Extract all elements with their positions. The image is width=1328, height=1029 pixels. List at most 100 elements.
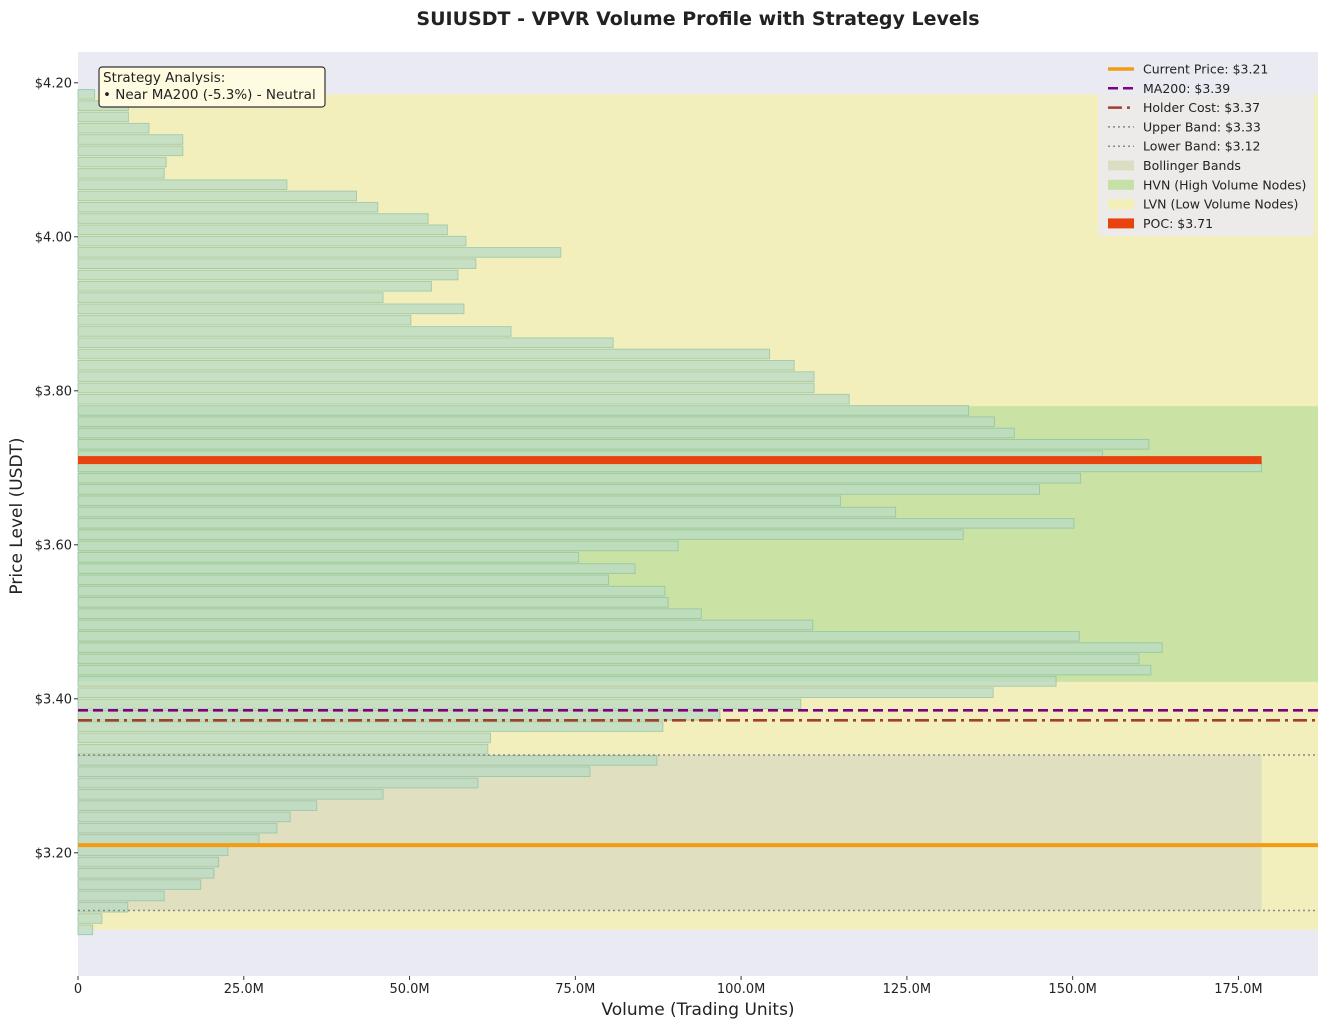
x-tick-label: 125.0M [883,982,931,997]
volume-bar [77,585,666,597]
volume-bar [77,913,103,924]
volume-bar [77,540,679,552]
volume-bar [77,258,477,270]
volume-bar [77,247,562,258]
annotation-title: Strategy Analysis: [103,70,225,86]
volume-bar [77,168,165,179]
volume-bar [77,506,897,518]
volume-bar [77,280,432,292]
volume-bar [77,574,609,586]
x-axis-label: Volume (Trading Units) [601,1000,794,1020]
legend-swatch [1108,179,1134,190]
volume-bar [77,292,384,303]
strategy-annotation-box: Strategy Analysis: • Near MA200 (-5.3%) … [98,66,326,108]
x-axis-ticks: 0 25.0M 50.0M 75.0M 100.0M 125.0M 150.0M 175.0M [74,976,1263,997]
legend-label: MA200: $3.39 [1143,81,1230,96]
volume-bar [77,890,165,902]
volume-bar [77,405,970,416]
legend-label: Current Price: $3.21 [1143,62,1268,77]
volume-bar [77,698,802,710]
volume-bar [77,732,491,744]
annotation-line: • Near MA200 (-5.3%) - Neutral [103,87,316,103]
volume-bar [77,563,636,574]
volume-bar [77,755,658,766]
volume-bar [77,371,815,382]
x-tick-label: 175.0M [1214,982,1262,997]
y-axis-label: Price Level (USDT) [7,437,27,594]
volume-bar [77,868,215,879]
volume-bar [77,416,995,428]
x-tick-label: 150.0M [1048,982,1096,997]
volume-bar [77,901,129,913]
chart-title: SUIUSDT - VPVR Volume Profile with Strat… [416,8,979,30]
volume-bar [77,337,614,349]
volume-bar [77,495,842,507]
volume-bar [77,834,260,845]
volume-bar [77,664,1152,676]
volume-bar [77,653,1140,665]
volume-bar [77,822,278,834]
volume-bar [77,676,1057,687]
volume-bar [77,518,1075,529]
volume-bar [77,709,721,721]
legend-label: Lower Band: $3.12 [1143,139,1260,154]
volume-bar [77,427,1015,439]
volume-bar [77,89,96,100]
legend-swatch [1108,160,1134,171]
volume-bar [77,326,512,337]
volume-bar [77,529,964,540]
volume-bar [77,190,358,202]
volume-bar [77,619,814,631]
legend-label: POC: $3.71 [1143,216,1213,231]
volume-bar [77,382,815,394]
y-axis-ticks: $3.20 $3.40 $3.60 $3.80 $4.00 $4.20 [35,76,78,861]
x-tick-label: 100.0M [717,982,765,997]
legend-swatch [1108,218,1134,229]
volume-bar [77,314,412,326]
volume-bar [77,201,379,213]
poc-bar [78,456,1262,465]
volume-bar [77,687,994,699]
volume-bar [77,359,795,371]
legend-label: Bollinger Bands [1143,158,1241,173]
volume-bar [77,348,771,360]
volume-bar [77,879,202,890]
volume-bar [77,597,669,608]
volume-bar [77,303,465,315]
volume-bar [77,269,459,281]
volume-bar [77,213,429,224]
volume-bar [77,122,150,134]
x-tick-label: 25.0M [224,982,264,997]
volume-bar [77,811,291,823]
volume-bar [77,630,1080,642]
x-tick-label: 75.0M [555,982,595,997]
volume-bar [77,924,94,936]
volume-bar [77,777,479,789]
volume-bar [77,224,448,236]
volume-bar [77,551,580,563]
strategy-levels [78,709,1318,912]
volume-bar [77,235,467,247]
volume-bar [77,743,489,755]
volume-bar [77,484,1040,495]
y-tick-label: $3.80 [35,384,72,399]
volume-bar [77,608,702,619]
legend-label: LVN (Low Volume Nodes) [1143,197,1298,212]
y-tick-label: $3.40 [35,692,72,707]
y-tick-label: $3.20 [35,846,72,861]
legend-swatch [1108,199,1134,210]
volume-bar [77,439,1150,450]
x-tick-label: 50.0M [389,982,429,997]
y-tick-label: $3.60 [35,538,72,553]
volume-bar [77,179,288,190]
x-tick-label: 0 [74,982,82,997]
volume-bar [77,642,1163,653]
volume-bar [77,789,384,800]
y-tick-label: $4.00 [35,230,72,245]
volume-bar [77,156,167,168]
legend-label: Upper Band: $3.33 [1143,119,1261,134]
volume-bar [77,111,129,123]
volume-bar [77,145,184,157]
volume-bar [77,393,850,405]
